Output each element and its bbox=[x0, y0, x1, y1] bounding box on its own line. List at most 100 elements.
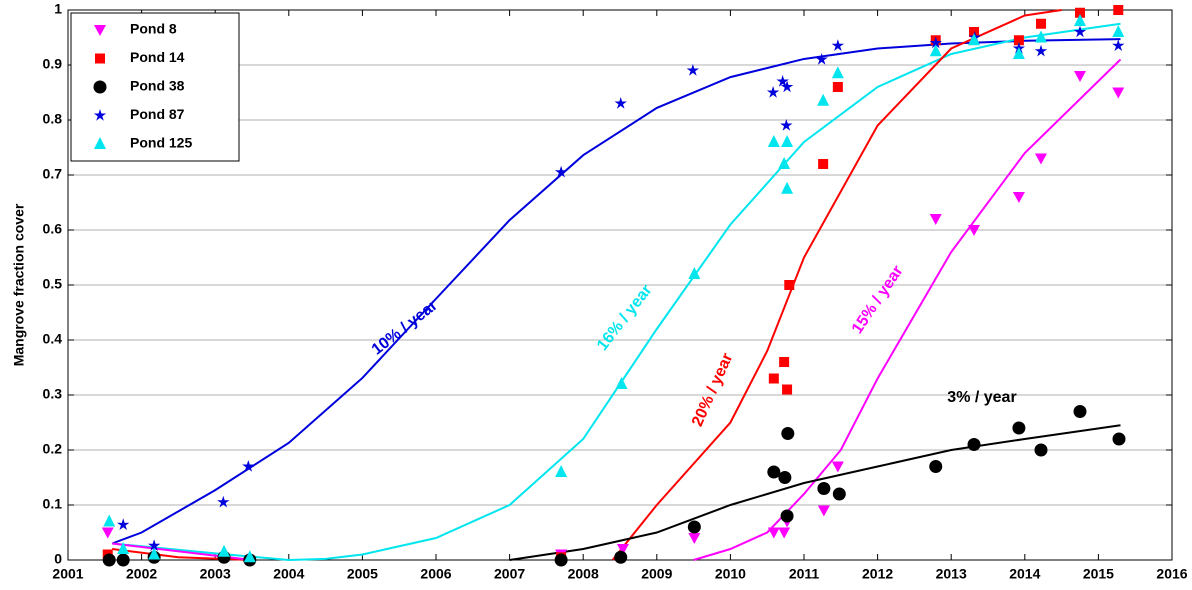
marker bbox=[968, 225, 981, 236]
x-tick-label: 2014 bbox=[1009, 566, 1040, 582]
marker bbox=[243, 550, 256, 563]
marker bbox=[688, 533, 701, 544]
marker bbox=[832, 82, 843, 92]
marker bbox=[217, 495, 230, 508]
marker bbox=[148, 547, 161, 560]
y-tick-label: 0.1 bbox=[43, 496, 63, 512]
marker bbox=[815, 53, 828, 65]
marker bbox=[101, 527, 114, 539]
y-tick-label: 0.7 bbox=[43, 166, 63, 182]
fit-curve bbox=[111, 38, 1121, 545]
marker bbox=[776, 75, 789, 87]
marker bbox=[929, 44, 942, 57]
marker bbox=[766, 86, 780, 98]
marker bbox=[616, 544, 629, 555]
marker bbox=[117, 542, 130, 554]
marker bbox=[103, 514, 116, 527]
legend-label: Pond 38 bbox=[130, 78, 185, 94]
marker bbox=[780, 509, 794, 523]
marker bbox=[1074, 14, 1086, 26]
marker bbox=[94, 25, 106, 36]
marker bbox=[1034, 30, 1047, 43]
y-tick-label: 0.9 bbox=[43, 56, 63, 72]
marker bbox=[1034, 153, 1047, 165]
marker bbox=[554, 165, 568, 178]
marker bbox=[781, 427, 795, 440]
marker bbox=[614, 97, 627, 109]
x-tick-label: 2007 bbox=[494, 566, 525, 582]
x-tick-label: 2001 bbox=[52, 566, 83, 582]
marker bbox=[1112, 39, 1125, 52]
marker bbox=[832, 487, 846, 501]
marker bbox=[1034, 44, 1048, 57]
marker bbox=[93, 109, 107, 121]
marker bbox=[767, 527, 780, 539]
marker bbox=[929, 214, 942, 225]
marker bbox=[1013, 35, 1024, 46]
marker bbox=[780, 80, 794, 93]
fit-label: 10% / year bbox=[369, 297, 441, 359]
y-tick-label: 0.8 bbox=[43, 111, 63, 127]
legend-label: Pond 125 bbox=[130, 135, 192, 151]
y-axis-label: Mangrove fraction cover bbox=[11, 203, 27, 366]
marker bbox=[969, 27, 980, 37]
x-tick-label: 2002 bbox=[126, 566, 157, 582]
marker bbox=[102, 553, 116, 567]
x-tick-label: 2012 bbox=[862, 566, 893, 582]
marker bbox=[831, 39, 845, 52]
marker bbox=[687, 520, 701, 534]
marker bbox=[778, 471, 792, 484]
fit-curve bbox=[112, 22, 1121, 562]
x-tick-label: 2010 bbox=[715, 566, 746, 582]
marker bbox=[116, 553, 130, 567]
marker bbox=[818, 159, 829, 169]
x-tick-label: 2008 bbox=[568, 566, 599, 582]
marker bbox=[784, 280, 795, 290]
marker bbox=[767, 465, 781, 479]
fit-curve bbox=[509, 424, 1121, 561]
fit-label: 3% / year bbox=[947, 389, 1016, 406]
marker bbox=[1012, 47, 1025, 59]
legend-label: Pond 87 bbox=[130, 106, 185, 122]
x-tick-label: 2009 bbox=[641, 566, 672, 582]
x-tick-label: 2005 bbox=[347, 566, 378, 582]
marker bbox=[929, 460, 943, 473]
x-tick-label: 2011 bbox=[789, 566, 820, 582]
marker bbox=[1113, 5, 1124, 15]
y-tick-label: 0.6 bbox=[43, 221, 63, 237]
marker bbox=[967, 438, 981, 451]
marker bbox=[781, 181, 794, 194]
marker bbox=[1034, 443, 1048, 457]
legend-label: Pond 8 bbox=[130, 21, 177, 37]
marker bbox=[554, 553, 568, 567]
marker bbox=[95, 53, 105, 64]
y-tick-label: 0.3 bbox=[43, 386, 63, 402]
marker bbox=[1012, 192, 1025, 203]
marker bbox=[817, 93, 830, 106]
x-tick-label: 2006 bbox=[420, 566, 451, 582]
x-tick-label: 2003 bbox=[200, 566, 231, 582]
fit-label: 15% / year bbox=[849, 263, 907, 337]
marker bbox=[93, 80, 107, 94]
fit-label: 20% / year bbox=[689, 351, 736, 429]
marker bbox=[1112, 432, 1126, 446]
x-tick-label: 2013 bbox=[936, 566, 967, 582]
marker bbox=[615, 377, 628, 389]
marker bbox=[817, 482, 831, 495]
marker bbox=[1073, 405, 1087, 418]
marker bbox=[1074, 71, 1086, 82]
legend-label: Pond 14 bbox=[130, 49, 185, 65]
marker bbox=[1073, 25, 1087, 38]
marker bbox=[768, 373, 779, 384]
marker bbox=[968, 33, 981, 46]
y-tick-label: 0.5 bbox=[43, 276, 63, 292]
marker bbox=[1112, 25, 1125, 37]
y-tick-label: 0.2 bbox=[43, 441, 63, 457]
marker bbox=[782, 384, 793, 395]
marker bbox=[779, 357, 790, 367]
marker bbox=[1035, 18, 1046, 29]
marker bbox=[778, 157, 791, 169]
marker bbox=[778, 527, 791, 539]
y-tick-label: 0 bbox=[54, 551, 62, 567]
